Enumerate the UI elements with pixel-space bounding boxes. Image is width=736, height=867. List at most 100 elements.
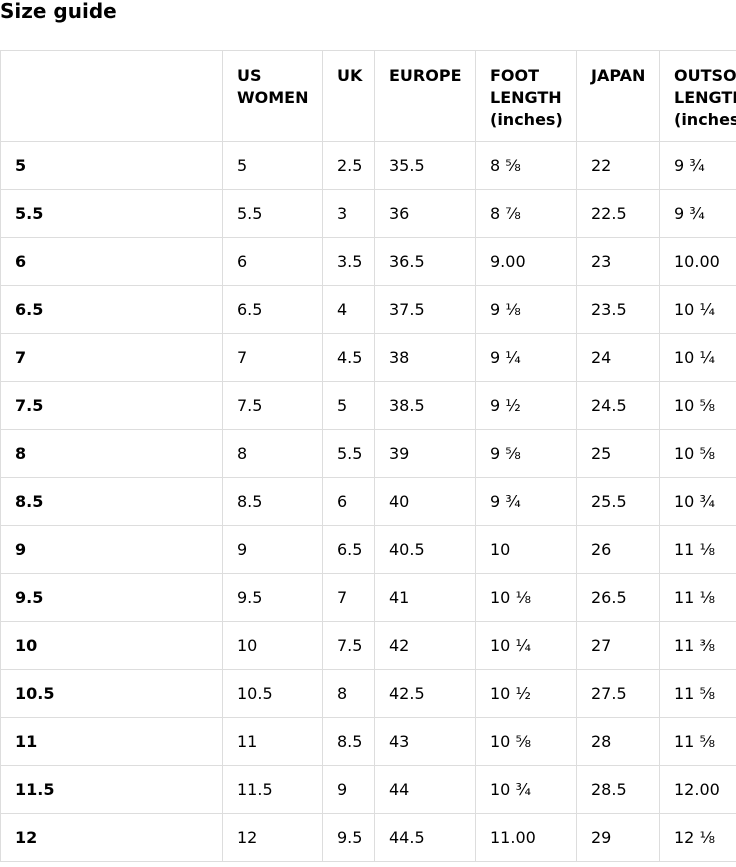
table-cell: 22 bbox=[576, 141, 660, 190]
table-cell: 10 ¾ bbox=[659, 477, 736, 526]
table-cell: 12.00 bbox=[659, 765, 736, 814]
table-cell: 10 ¼ bbox=[475, 621, 577, 670]
table-cell: 9 bbox=[322, 765, 375, 814]
table-cell: 44.5 bbox=[374, 813, 476, 862]
table-row: 8.5 8.5 6 40 9 ¾ 25.5 10 ¾ bbox=[0, 477, 736, 526]
table-cell: 6.5 bbox=[222, 285, 323, 334]
table-cell: 38 bbox=[374, 333, 476, 382]
title: Size guide bbox=[0, 0, 117, 23]
table-cell: 10 ¾ bbox=[475, 765, 577, 814]
table-cell: 2.5 bbox=[322, 141, 375, 190]
table-cell: 11 ⅛ bbox=[659, 525, 736, 574]
table-cell: 12 ⅛ bbox=[659, 813, 736, 862]
table-cell: 7 bbox=[322, 573, 375, 622]
table-cell: 10 ⅝ bbox=[475, 717, 577, 766]
size-cell: 5 bbox=[0, 141, 223, 190]
table-row: 11.5 11.5 9 44 10 ¾ 28.5 12.00 bbox=[0, 765, 736, 814]
table-cell: 9 ¾ bbox=[659, 189, 736, 238]
table-cell: 9.00 bbox=[475, 237, 577, 286]
table-cell: 4 bbox=[322, 285, 375, 334]
table-cell: 10 ⅝ bbox=[659, 429, 736, 478]
table-cell: 10 ½ bbox=[475, 669, 577, 718]
table-body: 5 5 2.5 35.5 8 ⅝ 22 9 ¾ 5.5 5.5 3 36 8 ⅞ 22.5 9 ¾ 6 6 3.… bbox=[0, 141, 736, 862]
table-cell: 9 ¾ bbox=[659, 141, 736, 190]
table-cell: 8 ⅞ bbox=[475, 189, 577, 238]
table-cell: 8.5 bbox=[222, 477, 323, 526]
table-cell: 24.5 bbox=[576, 381, 660, 430]
table-cell: 42 bbox=[374, 621, 476, 670]
table-row: 7.5 7.5 5 38.5 9 ½ 24.5 10 ⅝ bbox=[0, 381, 736, 430]
table-cell: 44 bbox=[374, 765, 476, 814]
table-cell: 6 bbox=[322, 477, 375, 526]
size-cell: 6.5 bbox=[0, 285, 223, 334]
table-cell: 25.5 bbox=[576, 477, 660, 526]
table-cell: 27.5 bbox=[576, 669, 660, 718]
table-cell: 10 ¼ bbox=[659, 285, 736, 334]
table-cell: 12 bbox=[222, 813, 323, 862]
table-cell: 26.5 bbox=[576, 573, 660, 622]
table-cell: 10 ⅝ bbox=[659, 381, 736, 430]
table-cell: 42.5 bbox=[374, 669, 476, 718]
table-cell: 11.00 bbox=[475, 813, 577, 862]
size-cell: 9 bbox=[0, 525, 223, 574]
table-row: 11 11 8.5 43 10 ⅝ 28 11 ⅝ bbox=[0, 717, 736, 766]
table-cell: 36 bbox=[374, 189, 476, 238]
table-cell: 11 ⅜ bbox=[659, 621, 736, 670]
table-cell: 9 ¼ bbox=[475, 333, 577, 382]
table-cell: 29 bbox=[576, 813, 660, 862]
table-row: 9 9 6.5 40.5 10 26 11 ⅛ bbox=[0, 525, 736, 574]
table-cell: 7.5 bbox=[322, 621, 375, 670]
table-cell: 26 bbox=[576, 525, 660, 574]
size-cell: 7.5 bbox=[0, 381, 223, 430]
size-cell: 11 bbox=[0, 717, 223, 766]
table-cell: 10 ⅛ bbox=[475, 573, 577, 622]
table-cell: 27 bbox=[576, 621, 660, 670]
table-cell: 9.5 bbox=[222, 573, 323, 622]
table-row: 10 10 7.5 42 10 ¼ 27 11 ⅜ bbox=[0, 621, 736, 670]
size-cell: 12 bbox=[0, 813, 223, 862]
header-cell: FOOT LENGTH (inches) bbox=[475, 50, 577, 142]
table-cell: 36.5 bbox=[374, 237, 476, 286]
table-cell: 40.5 bbox=[374, 525, 476, 574]
size-cell: 9.5 bbox=[0, 573, 223, 622]
size-cell: 10 bbox=[0, 621, 223, 670]
table-cell: 10.00 bbox=[659, 237, 736, 286]
table-cell: 10.5 bbox=[222, 669, 323, 718]
table-cell: 6 bbox=[222, 237, 323, 286]
table-cell: 9.5 bbox=[322, 813, 375, 862]
table-cell: 28.5 bbox=[576, 765, 660, 814]
table-row: 6 6 3.5 36.5 9.00 23 10.00 bbox=[0, 237, 736, 286]
table-cell: 9 ⅝ bbox=[475, 429, 577, 478]
header-cell: US WOMEN bbox=[222, 50, 323, 142]
table-cell: 5.5 bbox=[222, 189, 323, 238]
table-cell: 8 bbox=[322, 669, 375, 718]
table-cell: 37.5 bbox=[374, 285, 476, 334]
table-cell: 10 bbox=[475, 525, 577, 574]
table-row: 7 7 4.5 38 9 ¼ 24 10 ¼ bbox=[0, 333, 736, 382]
table-cell: 39 bbox=[374, 429, 476, 478]
table-cell: 25 bbox=[576, 429, 660, 478]
header-row: US WOMEN UK EUROPE FOOT LENGTH (inches) JAPA… bbox=[0, 50, 736, 142]
size-table: US WOMEN UK EUROPE FOOT LENGTH (inches) JAPA… bbox=[0, 50, 736, 862]
table-cell: 10 bbox=[222, 621, 323, 670]
table-row: 5 5 2.5 35.5 8 ⅝ 22 9 ¾ bbox=[0, 141, 736, 190]
table-cell: 24 bbox=[576, 333, 660, 382]
table-row: 10.5 10.5 8 42.5 10 ½ 27.5 11 ⅝ bbox=[0, 669, 736, 718]
table-wrap: US WOMEN UK EUROPE FOOT LENGTH (inches) JAPA… bbox=[0, 50, 736, 862]
size-cell: 6 bbox=[0, 237, 223, 286]
table-cell: 11 ⅝ bbox=[659, 717, 736, 766]
size-cell: 8.5 bbox=[0, 477, 223, 526]
table-cell: 10 ¼ bbox=[659, 333, 736, 382]
table-cell: 4.5 bbox=[322, 333, 375, 382]
table-cell: 8 ⅝ bbox=[475, 141, 577, 190]
table-cell: 5 bbox=[322, 381, 375, 430]
table-cell: 43 bbox=[374, 717, 476, 766]
table-cell: 8.5 bbox=[322, 717, 375, 766]
table-cell: 8 bbox=[222, 429, 323, 478]
size-cell: 5.5 bbox=[0, 189, 223, 238]
table-cell: 9 bbox=[222, 525, 323, 574]
table-cell: 5.5 bbox=[322, 429, 375, 478]
table-cell: 9 ⅛ bbox=[475, 285, 577, 334]
table-cell: 41 bbox=[374, 573, 476, 622]
